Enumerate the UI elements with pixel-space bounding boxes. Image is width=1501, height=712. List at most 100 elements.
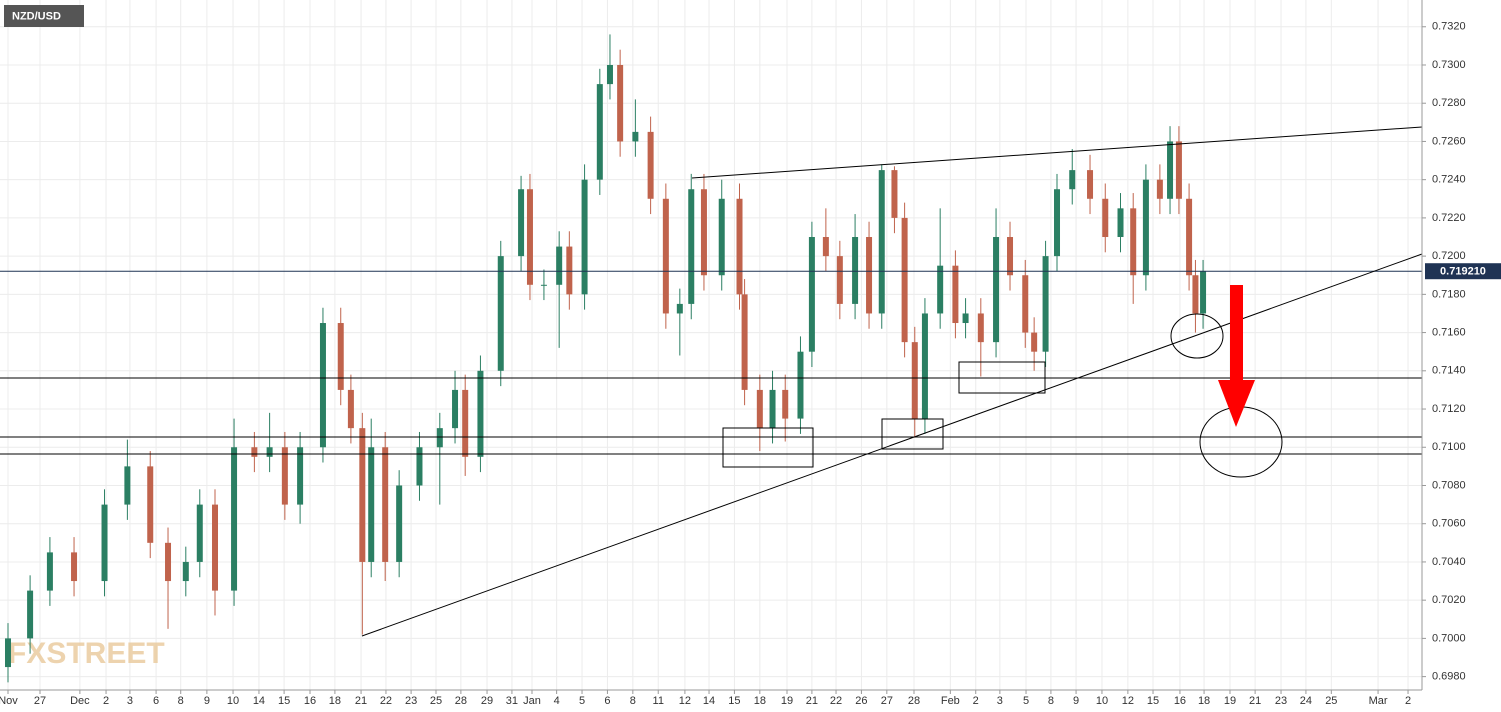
x-tick-label: 31 xyxy=(506,695,518,707)
candle-body xyxy=(782,389,789,419)
last-price-box xyxy=(1425,263,1501,280)
x-tick-label: 10 xyxy=(1096,695,1108,707)
x-tick-label: 6 xyxy=(604,695,610,707)
candle-body xyxy=(297,447,304,505)
candle-body xyxy=(866,237,873,314)
candle-body xyxy=(808,237,815,352)
candle-body xyxy=(1117,208,1124,238)
candle-body xyxy=(368,447,375,562)
candle-body xyxy=(632,131,639,142)
x-tick-label: 5 xyxy=(579,695,585,707)
candle-body xyxy=(901,217,908,343)
candle-body xyxy=(477,370,484,457)
x-tick-label: 25 xyxy=(430,695,442,707)
y-tick-label: 0.7120 xyxy=(1432,403,1466,415)
candle-body xyxy=(718,198,725,276)
candle-body xyxy=(231,447,238,591)
y-tick-label: 0.7040 xyxy=(1432,556,1466,568)
candle-body xyxy=(822,237,829,257)
x-tick-label: 12 xyxy=(679,695,691,707)
watermark: FXSTREET xyxy=(8,637,165,670)
x-tick-label: 14 xyxy=(703,695,715,707)
candle-body xyxy=(518,189,525,257)
candle-body xyxy=(937,265,944,314)
x-tick-label: 8 xyxy=(178,695,184,707)
candle-body xyxy=(911,342,918,419)
x-tick-label: 11 xyxy=(653,695,664,707)
x-tick-label: 23 xyxy=(405,695,417,707)
x-tick-label: 21 xyxy=(806,695,818,707)
y-tick-label: 0.7220 xyxy=(1432,212,1466,224)
candle-body xyxy=(688,189,695,304)
y-tick-label: 0.7060 xyxy=(1432,518,1466,530)
candle-body xyxy=(1087,170,1094,199)
candle-body xyxy=(266,447,273,457)
candle-body xyxy=(1156,179,1163,199)
candle-body xyxy=(124,466,131,505)
candle-body xyxy=(556,246,563,285)
candle-body xyxy=(891,170,898,218)
candle-body xyxy=(27,590,34,639)
candle-body xyxy=(1130,208,1137,276)
y-tick-label: 0.7200 xyxy=(1432,250,1466,262)
x-tick-label: 23 xyxy=(1275,695,1287,707)
candle-body xyxy=(416,447,423,486)
candle-body xyxy=(1031,332,1038,352)
x-tick-label: 4 xyxy=(554,695,560,707)
candle-body xyxy=(756,389,763,429)
candle-body xyxy=(540,284,547,286)
x-tick-label: 29 xyxy=(481,695,493,707)
y-tick-label: 0.7240 xyxy=(1432,174,1466,186)
circle xyxy=(1170,313,1224,359)
x-tick-label: 9 xyxy=(1073,695,1079,707)
candle-body xyxy=(1102,198,1109,238)
candle-body xyxy=(1007,237,1014,276)
x-tick-label: Dec xyxy=(70,695,90,707)
candle-body xyxy=(596,84,603,180)
candle-body xyxy=(165,542,172,582)
x-tick-label: 3 xyxy=(127,695,133,707)
candle-body xyxy=(46,552,53,591)
candle-body xyxy=(452,389,459,429)
arrow-head xyxy=(1218,380,1255,427)
candle-body xyxy=(101,504,108,582)
x-tick-label: 15 xyxy=(278,695,290,707)
candle-body xyxy=(1200,271,1207,314)
candle-body xyxy=(436,428,443,448)
y-tick-label: 0.7080 xyxy=(1432,479,1466,491)
candle-body xyxy=(566,246,573,295)
x-tick-label: 18 xyxy=(329,695,341,707)
y-tick-label: 0.7140 xyxy=(1432,365,1466,377)
x-tick-label: 6 xyxy=(153,695,159,707)
candle-body xyxy=(797,351,804,419)
x-tick-label: 3 xyxy=(997,695,1003,707)
candle-body xyxy=(251,447,258,457)
x-tick-label: 12 xyxy=(1122,695,1134,707)
x-tick-label: 25 xyxy=(1325,695,1337,707)
x-tick-label: 22 xyxy=(380,695,392,707)
box xyxy=(958,361,1046,394)
candle-body xyxy=(212,504,219,591)
candle-body xyxy=(1186,198,1193,276)
candle-body xyxy=(526,189,533,285)
x-tick-label: 16 xyxy=(304,695,316,707)
candle-body xyxy=(769,389,776,429)
candle-body xyxy=(462,389,469,457)
y-tick-label: 0.7280 xyxy=(1432,97,1466,109)
y-tick-label: 0.7100 xyxy=(1432,441,1466,453)
x-tick-label: 22 xyxy=(830,695,842,707)
candle-body xyxy=(952,265,959,324)
x-tick-label: 27 xyxy=(34,695,46,707)
y-tick-label: 0.7260 xyxy=(1432,135,1466,147)
axes: 0.6980 0.7000 0.7020 0.7040 0.7060 0.7080 0.71… xyxy=(0,0,1466,707)
x-tick-label: 21 xyxy=(1249,695,1261,707)
candle-body xyxy=(736,198,743,295)
candle-body xyxy=(977,313,984,343)
y-tick-label: 0.7000 xyxy=(1432,632,1466,644)
x-tick-label: 16 xyxy=(1174,695,1186,707)
x-tick-label: 15 xyxy=(728,695,740,707)
candle-body xyxy=(319,323,326,448)
candle-body xyxy=(1175,141,1182,199)
box xyxy=(722,427,814,468)
